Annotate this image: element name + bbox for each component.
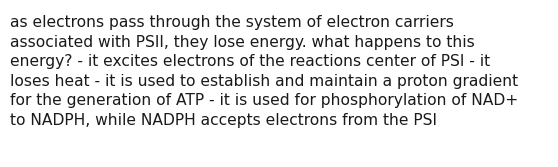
Text: as electrons pass through the system of electron carriers
associated with PSII, : as electrons pass through the system of … — [10, 15, 518, 128]
